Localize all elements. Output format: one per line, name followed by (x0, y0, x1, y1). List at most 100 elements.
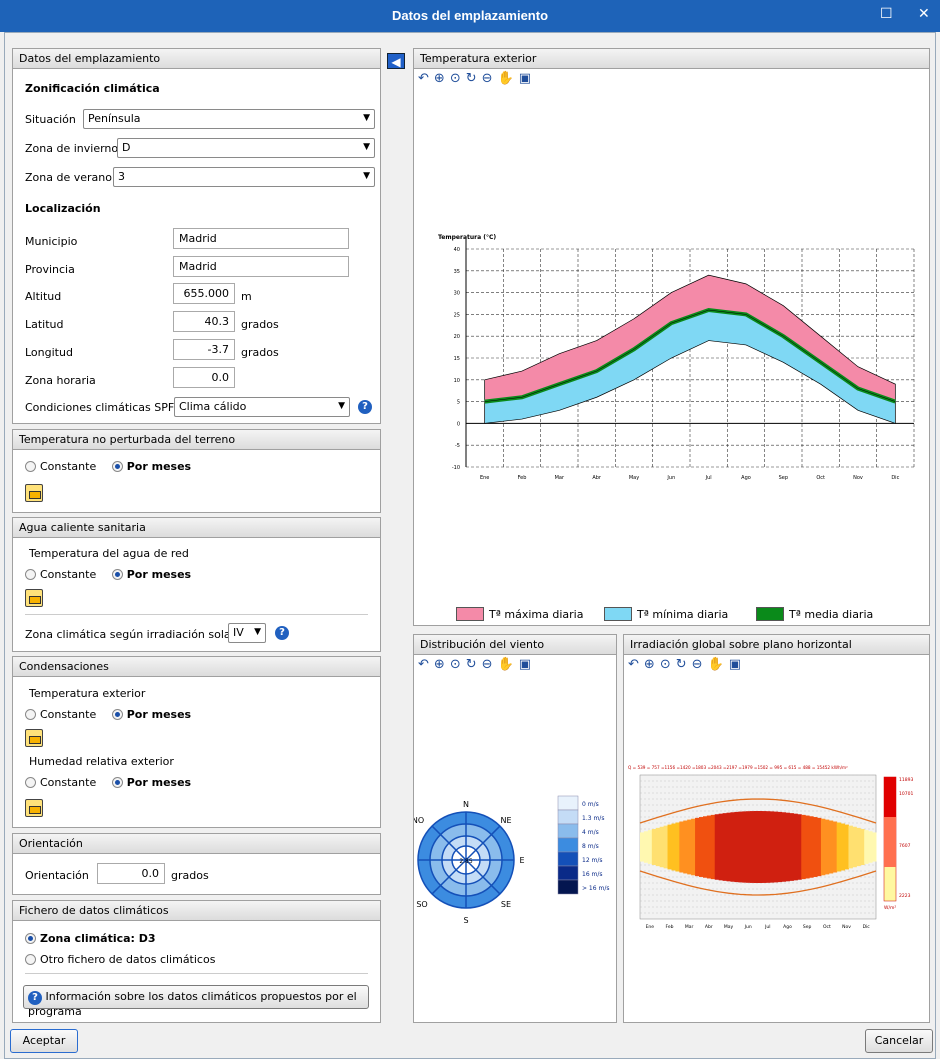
longitud-label: Longitud (25, 346, 73, 359)
municipio-field[interactable]: Madrid (173, 228, 349, 249)
irradiation-cell (868, 831, 873, 863)
zoom-extents-icon[interactable]: ⊕ (433, 71, 450, 86)
edit-table-icon[interactable] (25, 799, 43, 817)
irradiation-cell (699, 817, 704, 877)
situacion-select[interactable]: Península ▼ (83, 109, 375, 129)
zoom-2x-icon[interactable]: ⊙ (659, 657, 676, 672)
irradiation-cell (640, 832, 645, 862)
irradiation-cell (671, 823, 676, 871)
altitud-field[interactable]: 655.000 (173, 283, 235, 304)
wind-legend-label: 12 m/s (582, 857, 603, 864)
irradiation-cell (750, 811, 755, 883)
zoom-2x-icon[interactable]: ⊙ (449, 71, 466, 86)
zonificacion-heading: Zonificación climática (25, 82, 160, 95)
irradiation-cell (801, 814, 806, 880)
legend-swatch (456, 607, 484, 621)
sunset-curve (639, 870, 877, 896)
rotate-icon[interactable]: ↶ (418, 71, 434, 86)
wind-direction-label: SO (416, 900, 427, 909)
help-icon[interactable]: ? (358, 400, 372, 414)
wind-legend-label: 8 m/s (582, 843, 599, 850)
terreno-por-meses-radio[interactable]: Por meses (111, 460, 191, 473)
x-tick-label: Sep (779, 475, 788, 481)
altitud-unit: m (241, 290, 252, 303)
x-tick-label: Jun (666, 475, 675, 481)
irradiation-cell (710, 814, 716, 880)
pan-hand-icon[interactable]: ✋ (497, 657, 519, 672)
wind-spoke (431, 825, 467, 861)
irradiation-cell (679, 821, 684, 873)
fit-window-icon[interactable]: ▣ (518, 71, 537, 86)
terreno-panel: Temperatura no perturbada del terreno Co… (12, 429, 381, 513)
redraw-icon[interactable]: ↻ (465, 657, 482, 672)
spf-label: Condiciones climáticas SPF (25, 401, 175, 414)
zoom-out-icon[interactable]: ⊖ (481, 71, 498, 86)
wind-legend-label: 4 m/s (582, 829, 599, 836)
hum-ext-constante-radio[interactable]: Constante (25, 776, 96, 789)
wind-legend-label: 1.3 m/s (582, 815, 604, 822)
orientacion-label: Orientación (25, 869, 89, 882)
acs-por-meses-label: Por meses (126, 568, 192, 581)
wind-direction-label: SE (501, 900, 511, 909)
zona-d3-radio[interactable]: Zona climática: D3 (25, 932, 156, 945)
temp-ext-label: Temperatura exterior (29, 687, 146, 700)
help-icon[interactable]: ? (275, 626, 289, 640)
collapse-arrow-icon[interactable]: ◀ (387, 53, 405, 69)
acs-constante-radio[interactable]: Constante (25, 568, 96, 581)
longitud-field[interactable]: -3.7 (173, 339, 235, 360)
spf-select[interactable]: Clima cálido ▼ (174, 397, 350, 417)
close-icon[interactable]: ✕ (918, 5, 930, 21)
redraw-icon[interactable]: ↻ (675, 657, 692, 672)
temp-chart-header: Temperatura exterior (414, 49, 929, 69)
pan-hand-icon[interactable]: ✋ (707, 657, 729, 672)
cancel-button[interactable]: Cancelar (865, 1029, 933, 1053)
pan-hand-icon[interactable]: ✋ (497, 71, 519, 86)
invierno-select[interactable]: D ▼ (117, 138, 375, 158)
irradiation-cell (797, 814, 802, 880)
zona-horaria-field[interactable]: 0.0 (173, 367, 235, 388)
edit-table-icon[interactable] (25, 589, 43, 607)
verano-select[interactable]: 3 ▼ (113, 167, 375, 187)
temp-ext-por-meses-radio[interactable]: Por meses (111, 708, 191, 721)
wind-panel: Distribución del viento ↶⊕⊙↻⊖✋▣ 2.85 N NE E… (413, 634, 617, 1023)
rotate-icon[interactable]: ↶ (418, 657, 434, 672)
x-tick-label: Abr (592, 475, 602, 481)
altitud-label: Altitud (25, 290, 62, 303)
zoom-out-icon[interactable]: ⊖ (691, 657, 708, 672)
fit-window-icon[interactable]: ▣ (518, 657, 537, 672)
redraw-icon[interactable]: ↻ (465, 71, 482, 86)
hum-ext-por-meses-radio[interactable]: Por meses (111, 776, 191, 789)
terreno-constante-radio[interactable]: Constante (25, 460, 96, 473)
chevron-down-icon: ▼ (363, 113, 370, 123)
terreno-header: Temperatura no perturbada del terreno (13, 430, 380, 450)
provincia-field[interactable]: Madrid (173, 256, 349, 277)
orientacion-field[interactable]: 0.0 (97, 863, 165, 884)
zoom-2x-icon[interactable]: ⊙ (449, 657, 466, 672)
edit-table-icon[interactable] (25, 484, 43, 502)
zoom-extents-icon[interactable]: ⊕ (433, 657, 450, 672)
invierno-value: D (122, 141, 131, 154)
radio-icon (25, 709, 36, 720)
acs-por-meses-radio[interactable]: Por meses (111, 568, 192, 581)
irradiation-heatmap: Q = 539 = 757 =1156 =1420 =1803 =2043 =2… (628, 765, 913, 930)
accept-button[interactable]: Aceptar (10, 1029, 78, 1053)
acs-sub-label: Temperatura del agua de red (29, 547, 189, 560)
irradiation-cell (809, 816, 814, 878)
irradiation-cell (730, 812, 735, 882)
zoom-out-icon[interactable]: ⊖ (481, 657, 498, 672)
temp-ext-constante-radio[interactable]: Constante (25, 708, 96, 721)
fit-window-icon[interactable]: ▣ (728, 657, 747, 672)
zoom-extents-icon[interactable]: ⊕ (643, 657, 660, 672)
latitud-field[interactable]: 40.3 (173, 311, 235, 332)
y-tick-label: -5 (455, 443, 460, 449)
otro-fichero-radio[interactable]: Otro fichero de datos climáticos (25, 953, 215, 966)
y-tick-label: 10 (454, 378, 460, 384)
rotate-icon[interactable]: ↶ (628, 657, 644, 672)
edit-table-icon[interactable] (25, 729, 43, 747)
info-button[interactable]: ? Información sobre los datos climáticos… (23, 985, 369, 1018)
x-tick-label: Mar (555, 475, 565, 481)
irradiacion-select[interactable]: IV ▼ (228, 623, 266, 643)
maximize-icon[interactable]: ☐ (880, 5, 893, 21)
condensaciones-panel: Condensaciones Temperatura exterior Cons… (12, 656, 381, 828)
situacion-value: Península (88, 112, 141, 125)
